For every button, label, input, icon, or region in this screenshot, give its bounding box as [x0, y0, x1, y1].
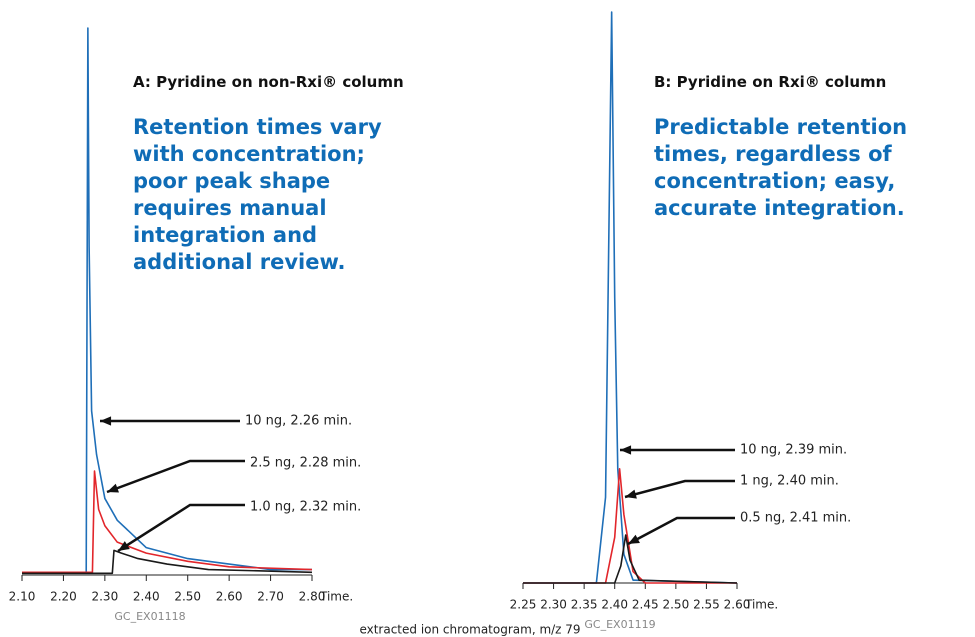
x-tick-label: 2.60 — [216, 590, 243, 604]
arrow-head — [625, 489, 637, 499]
x-tick-label: 2.55 — [693, 598, 720, 612]
x-tick-label: 2.30 — [540, 598, 567, 612]
annotation: 10 ng, 2.39 min. — [740, 443, 847, 458]
annotation: 1 ng, 2.40 min. — [740, 474, 839, 489]
x-tick-label: 2.60 — [724, 598, 751, 612]
arrow-head — [107, 483, 119, 493]
arrow-head — [118, 541, 130, 551]
x-tick-label: 2.40 — [601, 598, 628, 612]
x-tick-label: 2.70 — [257, 590, 284, 604]
x-tick-label: 2.25 — [510, 598, 537, 612]
annotation: 2.5 ng, 2.28 min. — [250, 456, 361, 471]
figure-code: GC_EX01119 — [584, 618, 655, 631]
figure-code: GC_EX01118 — [114, 610, 185, 623]
annotation: 0.5 ng, 2.41 min. — [740, 511, 851, 526]
trace — [22, 470, 313, 574]
annotation: 10 ng, 2.26 min. — [245, 414, 352, 429]
x-tick-label: 2.50 — [174, 590, 201, 604]
arrow — [624, 479, 735, 499]
caption: extracted ion chromatogram, m/z 79 — [359, 623, 580, 637]
arrow — [627, 516, 735, 546]
annotation: 1.0 ng, 2.32 min. — [250, 500, 361, 515]
x-tick-label: 2.50 — [662, 598, 689, 612]
panel-subtitle: Retention times vary with concentration;… — [133, 115, 382, 274]
arrow — [117, 503, 245, 553]
x-tick-label: 2.20 — [50, 590, 77, 604]
arrow-head — [100, 416, 112, 426]
panel-title: B: Pyridine on Rxi® column — [654, 73, 887, 91]
panel-subtitle: Predictable retention times, regardless … — [654, 115, 908, 220]
x-tick-label: 2.80 — [299, 590, 326, 604]
x-tick-label: 2.35 — [571, 598, 598, 612]
x-axis-label: Time. — [744, 598, 778, 612]
x-tick-label: 2.40 — [133, 590, 160, 604]
trace — [22, 27, 312, 574]
arrow-head — [628, 534, 640, 544]
x-axis-label: Time. — [319, 590, 353, 604]
trace — [523, 534, 738, 584]
trace — [523, 467, 737, 584]
x-tick-label: 2.30 — [91, 590, 118, 604]
arrow — [106, 459, 245, 494]
trace — [22, 549, 313, 575]
panel-title: A: Pyridine on non-Rxi® column — [133, 73, 404, 91]
x-tick-label: 2.10 — [9, 590, 36, 604]
trace — [523, 11, 738, 584]
x-tick-label: 2.45 — [632, 598, 659, 612]
arrow-head — [620, 445, 632, 455]
